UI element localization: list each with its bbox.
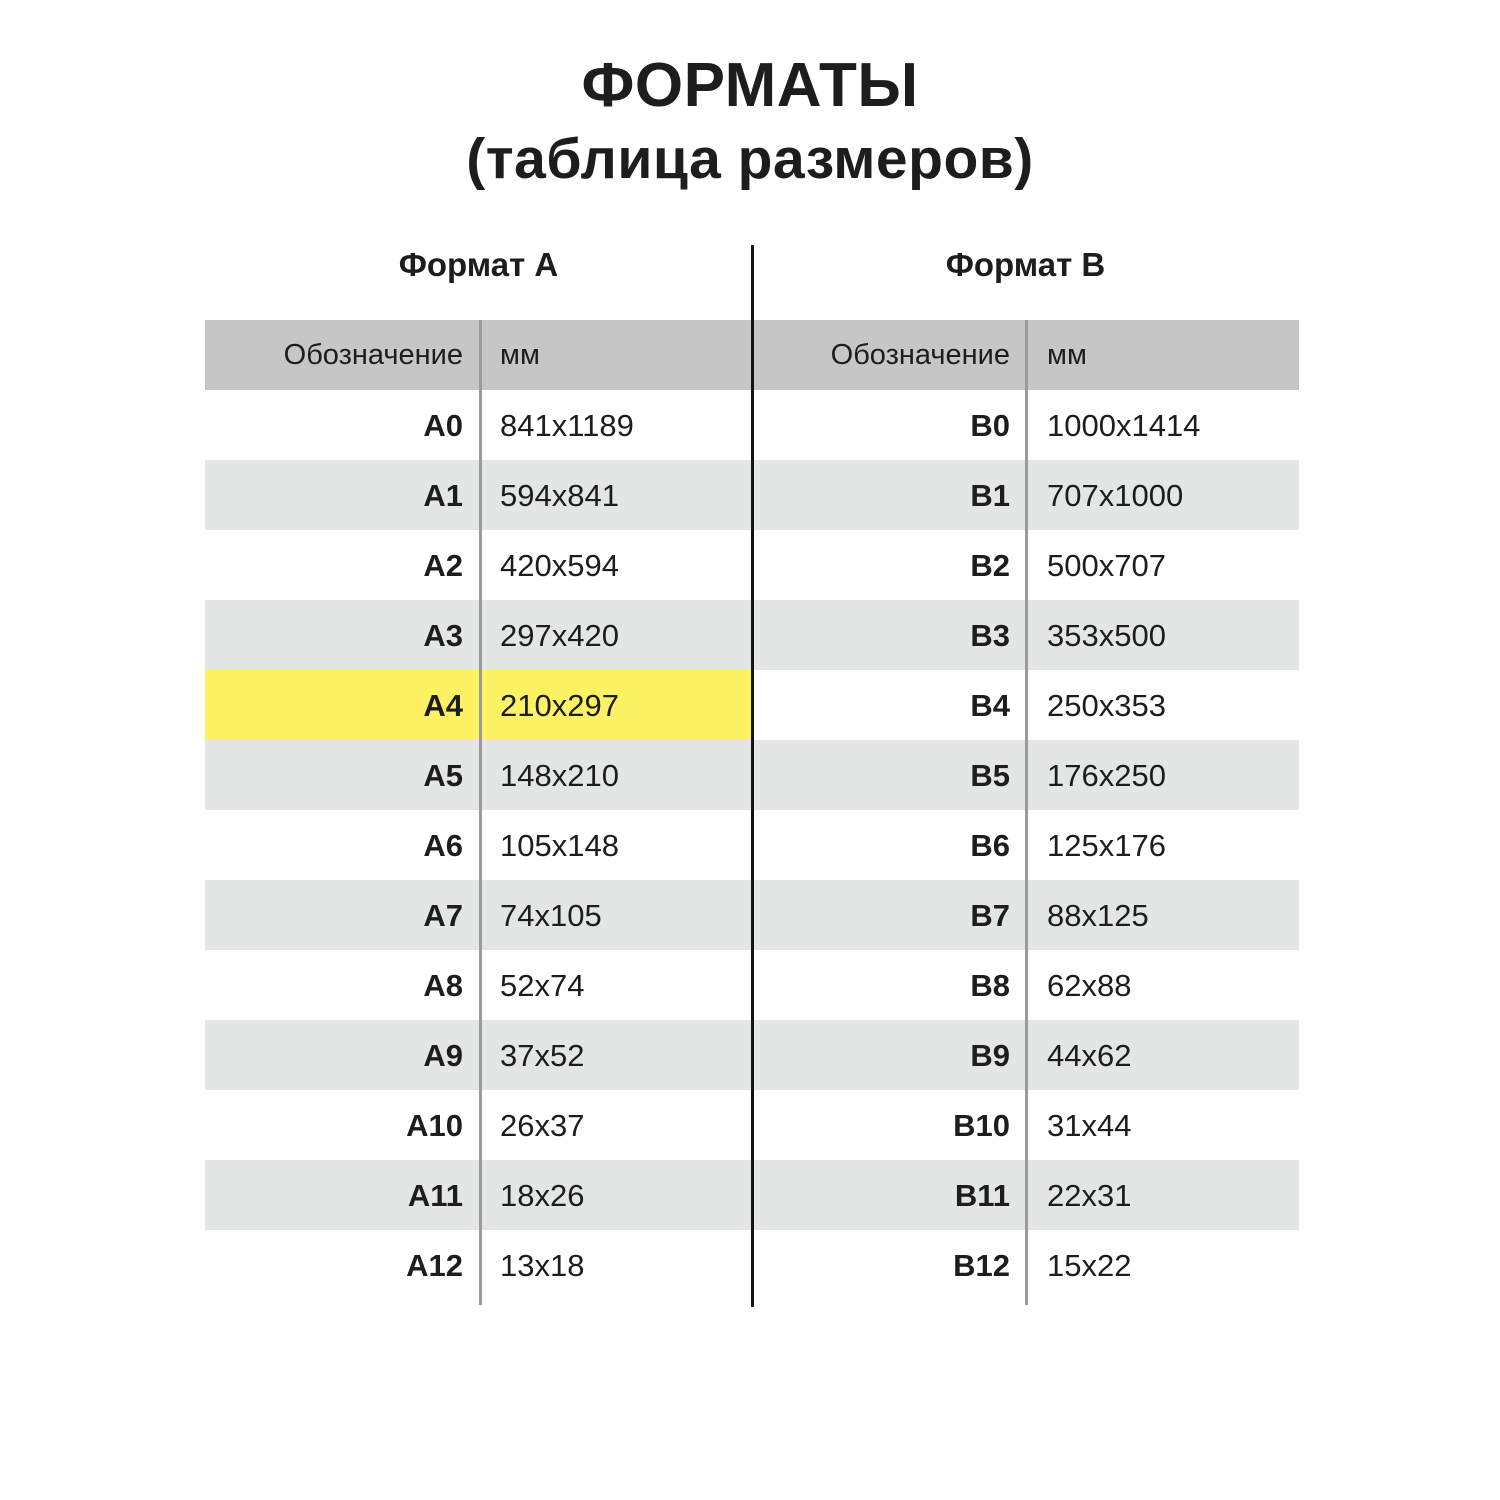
format-b-designation: B12 <box>953 1247 1010 1283</box>
format-a-row-half: A1 594x841 <box>205 460 752 530</box>
format-a-designation: A11 <box>407 1177 463 1213</box>
format-b-size-mm: 62x88 <box>1047 967 1132 1003</box>
format-b-row-half: Обозначение мм <box>752 320 1299 390</box>
section-heading-format-a: Формат A <box>398 246 559 283</box>
format-a-row-half: A5 148x210 <box>205 740 752 810</box>
format-a-row-half: A8 52x74 <box>205 950 752 1020</box>
format-b-row-half: B9 44x62 <box>752 1020 1299 1090</box>
format-a-size-mm: 594x841 <box>500 477 619 513</box>
column-header-designation: Обозначение <box>830 338 1010 371</box>
format-b-size-mm: 176x250 <box>1047 757 1166 793</box>
format-a-size-mm: 105x148 <box>500 827 619 863</box>
format-b-size-mm: 88x125 <box>1047 897 1149 933</box>
format-b-size-mm: 31x44 <box>1047 1107 1132 1143</box>
format-a-row-half: A12 13x18 <box>205 1230 752 1300</box>
format-a-row-half: A4 210x297 <box>205 670 752 740</box>
format-a-row-half: A6 105x148 <box>205 810 752 880</box>
format-a-size-mm: 52x74 <box>500 967 585 1003</box>
format-b-designation: B4 <box>970 687 1010 723</box>
format-b-size-mm: 707x1000 <box>1047 477 1184 513</box>
format-b-designation: B6 <box>970 827 1010 863</box>
format-b-row-half: B11 22x31 <box>752 1160 1299 1230</box>
format-a-designation: A8 <box>423 967 463 1003</box>
format-b-row-half: B0 1000x1414 <box>752 390 1299 460</box>
format-b-designation: B11 <box>954 1177 1010 1213</box>
format-b-size-mm: 500x707 <box>1047 547 1166 583</box>
format-b-designation: B0 <box>970 407 1010 443</box>
format-b-designation: B8 <box>970 967 1010 1003</box>
format-b-size-mm: 250x353 <box>1047 687 1166 723</box>
page-subtitle: (таблица размеров) <box>466 127 1034 191</box>
format-b-row-half: B6 125x176 <box>752 810 1299 880</box>
format-a-designation: A5 <box>423 757 463 793</box>
section-heading-format-b: Формат B <box>945 246 1106 283</box>
format-a-row-half: A10 26x37 <box>205 1090 752 1160</box>
format-b-designation: B3 <box>970 617 1010 653</box>
format-a-designation: A2 <box>423 547 463 583</box>
format-b-designation: B2 <box>970 547 1010 583</box>
format-b-designation: B7 <box>970 897 1010 933</box>
table-a-column-divider <box>479 320 482 1305</box>
format-a-designation: A6 <box>423 827 463 863</box>
format-a-size-mm: 26x37 <box>500 1107 585 1143</box>
format-a-designation: A3 <box>423 617 463 653</box>
format-a-designation: A7 <box>423 897 463 933</box>
column-header-mm: мм <box>500 338 540 371</box>
format-a-designation: A0 <box>423 407 463 443</box>
format-a-row-half: A11 18x26 <box>205 1160 752 1230</box>
format-a-designation: A1 <box>423 477 463 513</box>
format-b-row-half: B3 353x500 <box>752 600 1299 670</box>
format-a-row-half: A0 841x1189 <box>205 390 752 460</box>
format-b-row-half: B5 176x250 <box>752 740 1299 810</box>
format-a-designation: A4 <box>423 687 463 723</box>
format-b-size-mm: 22x31 <box>1047 1177 1132 1213</box>
format-b-row-half: B1 707x1000 <box>752 460 1299 530</box>
format-a-size-mm: 420x594 <box>500 547 619 583</box>
format-a-row-half: A9 37x52 <box>205 1020 752 1090</box>
format-a-size-mm: 148x210 <box>500 757 619 793</box>
column-header-designation: Обозначение <box>283 338 463 371</box>
format-b-designation: B1 <box>970 477 1010 513</box>
format-a-row-half: A3 297x420 <box>205 600 752 670</box>
format-b-size-mm: 125x176 <box>1047 827 1166 863</box>
format-a-row-half: A7 74x105 <box>205 880 752 950</box>
format-a-size-mm: 210x297 <box>500 687 619 723</box>
format-a-size-mm: 13x18 <box>500 1247 585 1283</box>
format-a-row-half: A2 420x594 <box>205 530 752 600</box>
format-a-designation: A9 <box>423 1037 463 1073</box>
format-a-designation: A12 <box>406 1247 463 1283</box>
format-a-size-mm: 74x105 <box>500 897 602 933</box>
table-b-column-divider <box>1025 320 1028 1305</box>
format-b-size-mm: 1000x1414 <box>1047 407 1201 443</box>
format-a-size-mm: 297x420 <box>500 617 619 653</box>
format-b-row-half: B10 31x44 <box>752 1090 1299 1160</box>
format-b-row-half: B7 88x125 <box>752 880 1299 950</box>
format-b-designation: B5 <box>970 757 1010 793</box>
format-b-row-half: B12 15x22 <box>752 1230 1299 1300</box>
column-header-mm: мм <box>1047 338 1087 371</box>
format-a-row-half: Обозначение мм <box>205 320 752 390</box>
format-a-size-mm: 37x52 <box>500 1037 585 1073</box>
page-title: ФОРМАТЫ <box>581 51 919 120</box>
format-b-designation: B9 <box>970 1037 1010 1073</box>
format-b-size-mm: 15x22 <box>1047 1247 1132 1283</box>
format-b-size-mm: 44x62 <box>1047 1037 1132 1073</box>
format-b-row-half: B8 62x88 <box>752 950 1299 1020</box>
format-b-designation: B10 <box>953 1107 1010 1143</box>
format-b-size-mm: 353x500 <box>1047 617 1166 653</box>
format-b-row-half: B4 250x353 <box>752 670 1299 740</box>
format-a-designation: A10 <box>406 1107 463 1143</box>
center-divider-line <box>751 245 754 1307</box>
format-a-size-mm: 18x26 <box>500 1177 585 1213</box>
format-b-row-half: B2 500x707 <box>752 530 1299 600</box>
format-a-size-mm: 841x1189 <box>500 407 634 443</box>
